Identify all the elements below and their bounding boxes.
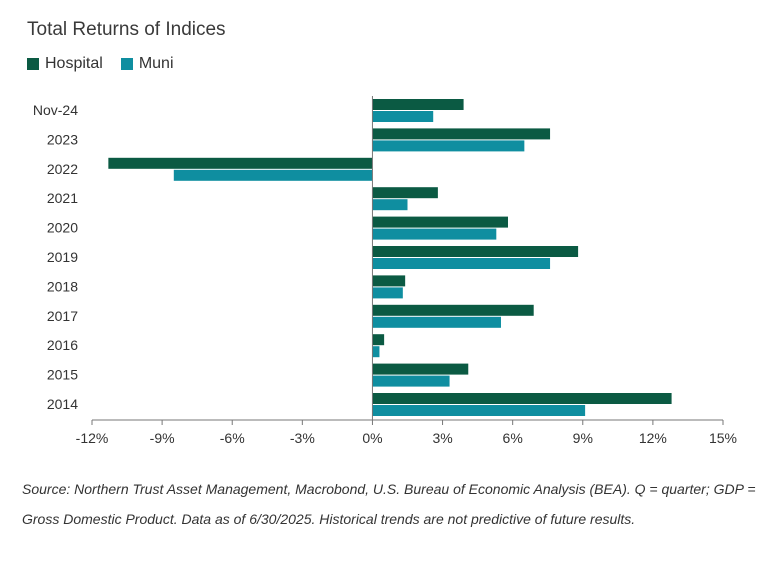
bar-muni-2020 <box>372 228 497 240</box>
bar-hospital-2021 <box>372 187 438 199</box>
x-tick-label: 9% <box>573 430 593 446</box>
x-tick-label: -12% <box>76 430 109 446</box>
bar-chart: Nov-24 2023 2022 2021 2020 2019 2018 2017 2016 20… <box>33 96 737 446</box>
y-tick-label: 2019 <box>47 249 78 265</box>
x-tick-label: 15% <box>709 430 737 446</box>
x-tick-label: -3% <box>290 430 315 446</box>
x-tick-label: -9% <box>150 430 175 446</box>
y-tick-label: 2022 <box>47 161 78 177</box>
bar-hospital-2018 <box>372 275 406 287</box>
bar-hospital-nov-24 <box>372 99 464 110</box>
y-tick-label: 2023 <box>47 131 78 147</box>
bar-muni-2023 <box>372 140 525 152</box>
y-tick-label: 2020 <box>47 220 78 236</box>
legend-swatch-muni <box>120 58 133 70</box>
y-tick-label: 2021 <box>47 190 78 206</box>
bar-hospital-2019 <box>372 246 579 257</box>
legend-item-muni: Muni <box>120 55 174 73</box>
legend-label-hospital: Hospital <box>45 55 103 72</box>
bar-muni-2015 <box>372 375 450 387</box>
chart-title: Total Returns of Indices <box>27 19 226 40</box>
legend-item-hospital: Hospital <box>27 55 103 73</box>
bar-hospital-2014 <box>372 393 672 404</box>
bar-hospital-2016 <box>372 334 385 346</box>
bar-muni-nov-24 <box>372 111 434 122</box>
y-tick-label: 2016 <box>47 337 78 353</box>
bar-hospital-2020 <box>372 216 508 228</box>
source-footnote: Source: Northern Trust Asset Management,… <box>22 481 756 527</box>
y-tick-label: 2017 <box>47 308 78 324</box>
bar-muni-2022 <box>173 169 373 181</box>
bar-muni-2021 <box>372 199 408 211</box>
x-tick-label: -6% <box>220 430 245 446</box>
y-tick-label: 2014 <box>47 396 78 412</box>
bar-muni-2018 <box>372 287 403 299</box>
y-tick-label: 2018 <box>47 278 78 294</box>
bar-hospital-2022 <box>108 157 373 169</box>
bar-muni-2019 <box>372 258 551 269</box>
legend-label-muni: Muni <box>138 55 174 72</box>
x-tick-label: 12% <box>639 430 667 446</box>
y-tick-label: Nov-24 <box>33 102 78 118</box>
x-tick-label: 0% <box>362 430 382 446</box>
bar-muni-2017 <box>372 316 501 328</box>
chart-legend: Hospital Muni <box>27 55 192 73</box>
bar-hospital-2023 <box>372 128 551 140</box>
bar-hospital-2017 <box>372 304 534 316</box>
bar-muni-2014 <box>372 405 586 416</box>
bar-muni-2016 <box>372 346 380 358</box>
bar-hospital-2015 <box>372 363 469 375</box>
y-tick-label: 2015 <box>47 367 78 383</box>
legend-swatch-hospital <box>27 58 39 70</box>
x-tick-label: 3% <box>432 430 452 446</box>
x-tick-label: 6% <box>503 430 523 446</box>
